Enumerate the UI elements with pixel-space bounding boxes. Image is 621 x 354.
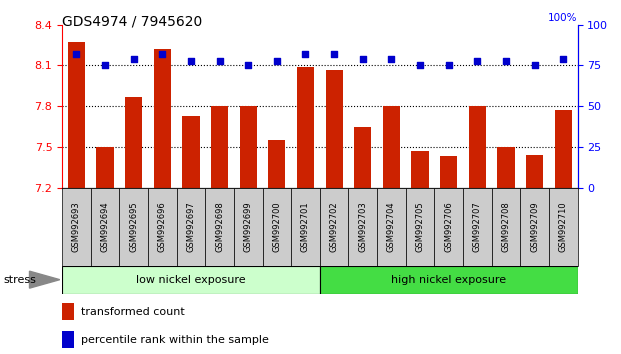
Text: percentile rank within the sample: percentile rank within the sample (81, 335, 268, 345)
Point (358, 56, 368, 62)
Bar (320, 188, 348, 266)
Text: GSM992697: GSM992697 (186, 201, 196, 252)
Bar (412, 151, 428, 188)
Point (473, 58, 483, 63)
Bar (263, 188, 291, 266)
Bar (62, 303, 75, 320)
Text: GSM992696: GSM992696 (158, 201, 167, 252)
Bar (406, 188, 434, 266)
Point (501, 58, 511, 63)
Bar (96, 147, 114, 188)
Bar (377, 188, 406, 266)
Bar (440, 156, 457, 188)
Point (129, 56, 138, 62)
Bar (297, 67, 314, 188)
Bar (154, 49, 171, 188)
Text: high nickel exposure: high nickel exposure (391, 275, 506, 285)
Text: stress: stress (3, 275, 36, 285)
Text: GSM992698: GSM992698 (215, 201, 224, 252)
Bar (549, 188, 578, 266)
Bar (148, 188, 176, 266)
Bar (320, 266, 578, 294)
Bar (68, 42, 85, 188)
Bar (176, 188, 206, 266)
Point (530, 63, 540, 68)
Text: GSM992707: GSM992707 (473, 201, 482, 252)
Point (100, 63, 110, 68)
Text: GDS4974 / 7945620: GDS4974 / 7945620 (62, 14, 202, 28)
Point (186, 58, 196, 63)
Polygon shape (30, 271, 60, 288)
Point (272, 58, 282, 63)
Bar (463, 188, 492, 266)
Point (157, 51, 167, 57)
Bar (492, 188, 520, 266)
Point (386, 56, 396, 62)
Bar (291, 188, 320, 266)
Bar (434, 188, 463, 266)
Text: transformed count: transformed count (81, 307, 184, 316)
Text: GSM992699: GSM992699 (243, 201, 253, 252)
Bar (526, 155, 543, 188)
Text: GSM992708: GSM992708 (501, 201, 510, 252)
Bar (497, 147, 515, 188)
Bar (383, 106, 400, 188)
Bar (469, 106, 486, 188)
Point (415, 63, 425, 68)
Point (329, 51, 339, 57)
Point (215, 58, 225, 63)
Text: 100%: 100% (548, 13, 578, 23)
Bar (240, 106, 257, 188)
Point (443, 63, 453, 68)
Point (71, 51, 81, 57)
Bar (234, 188, 263, 266)
Text: GSM992700: GSM992700 (273, 201, 281, 252)
Bar (555, 110, 572, 188)
Bar (183, 116, 199, 188)
Bar (354, 126, 371, 188)
Bar (348, 188, 377, 266)
Text: GSM992705: GSM992705 (415, 201, 425, 252)
Text: GSM992703: GSM992703 (358, 201, 367, 252)
Text: GSM992706: GSM992706 (444, 201, 453, 252)
Bar (206, 188, 234, 266)
Text: GSM992704: GSM992704 (387, 201, 396, 252)
Bar (325, 69, 343, 188)
Bar (62, 188, 91, 266)
Text: GSM992693: GSM992693 (72, 201, 81, 252)
Text: GSM992694: GSM992694 (101, 201, 109, 252)
Text: GSM992701: GSM992701 (301, 201, 310, 252)
Bar (211, 106, 228, 188)
Text: low nickel exposure: low nickel exposure (136, 275, 246, 285)
Bar (125, 97, 142, 188)
Bar (62, 266, 320, 294)
Text: GSM992702: GSM992702 (330, 201, 338, 252)
Point (301, 51, 310, 57)
Text: GSM992709: GSM992709 (530, 201, 539, 252)
Point (243, 63, 253, 68)
Bar (62, 331, 75, 348)
Text: GSM992695: GSM992695 (129, 201, 138, 252)
Bar (119, 188, 148, 266)
Point (558, 56, 568, 62)
Bar (520, 188, 549, 266)
Bar (268, 140, 286, 188)
Text: GSM992710: GSM992710 (559, 201, 568, 252)
Bar (91, 188, 119, 266)
